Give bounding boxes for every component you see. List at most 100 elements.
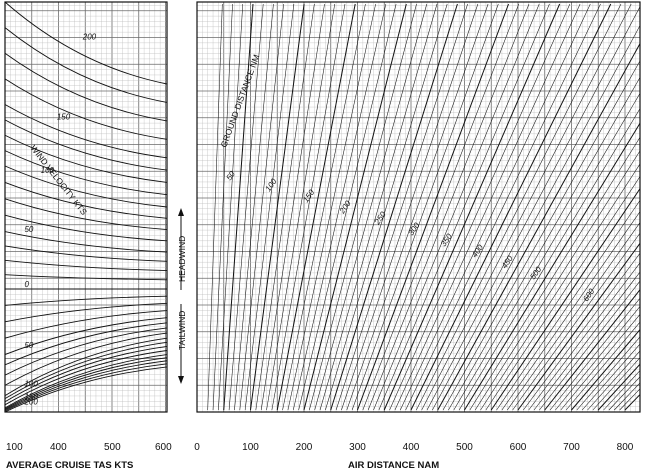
ground-distance-line: [389, 3, 571, 411]
left-x-tick: 600: [155, 442, 172, 453]
ground-distance-line: [581, 343, 641, 411]
ground-distance-line: [394, 3, 581, 411]
ground-distance-line: [271, 3, 346, 411]
ground-distance-line: [212, 3, 233, 411]
wind-velocity-curve: [4, 198, 168, 230]
ground-distance-line: [276, 3, 356, 411]
ground-distance-line: [330, 3, 458, 411]
ground-distance-line: [266, 3, 336, 411]
ground-distance-line: [341, 3, 479, 411]
right-x-tick: 500: [456, 442, 473, 453]
wind-velocity-curve: [4, 295, 168, 306]
wind-velocity-curve: [4, 1, 168, 85]
ground-distance-line: [255, 3, 315, 411]
ground-distance-line: [325, 3, 448, 411]
right-panel-frame: [196, 1, 641, 413]
ground-distance-label: 400: [470, 243, 485, 260]
ground-distance-line: [303, 3, 407, 411]
ground-distance-line: [549, 298, 641, 411]
ground-distance-line: [512, 232, 641, 411]
ground-distance-line: [207, 3, 223, 411]
wind-velocity-curve: [4, 181, 168, 219]
ground-distance-line: [362, 3, 520, 411]
ground-distance-line: [624, 394, 641, 411]
wind-velocity-curve: [4, 302, 168, 323]
ground-distance-line: [619, 388, 641, 411]
wind-velocity-curve: [4, 165, 168, 208]
ground-distance-line: [367, 3, 530, 411]
wind-velocity-curve: [4, 134, 168, 183]
wind-velocity-curve: [4, 360, 168, 411]
wind-velocity-label: 100: [24, 380, 38, 389]
wind-velocity-label: 50: [24, 341, 33, 350]
right-x-tick: 400: [403, 442, 420, 453]
ground-distance-line: [383, 3, 561, 411]
ground-distance-line: [239, 3, 284, 411]
ground-distance-line: [437, 43, 641, 411]
ground-distance-line: [405, 3, 601, 411]
wind-velocity-curve: [4, 231, 168, 253]
ground-distance-line: [507, 222, 641, 411]
ground-distance-line: [432, 25, 641, 411]
wind-velocity-curve: [4, 327, 168, 376]
ground-distance-line: [474, 150, 641, 411]
right-x-tick: 100: [242, 442, 259, 453]
wind-velocity-curve: [4, 357, 168, 410]
wind-velocity-label: 150: [24, 393, 38, 402]
ground-distance-line: [533, 271, 641, 411]
ground-distance-label: 200: [337, 199, 353, 216]
right-x-tick: 300: [349, 442, 366, 453]
ground-distance-line: [314, 3, 428, 411]
wind-velocity-curve: [4, 150, 168, 196]
ground-distance-line: [571, 329, 641, 411]
wind-velocity-curve: [4, 274, 168, 281]
ground-distance-line: [293, 3, 387, 411]
right-x-axis-title: AIR DISTANCE NAM: [348, 460, 439, 471]
ground-distance-line: [426, 6, 641, 411]
wind-direction-indicator: HEADWIND TAILWIND: [177, 208, 187, 384]
ground-distance-line: [378, 3, 550, 411]
ground-distance-line: [565, 321, 641, 411]
right-x-tick: 200: [296, 442, 313, 453]
left-x-tick: 100: [6, 442, 23, 453]
ground-distance-line: [528, 262, 641, 411]
wind-velocity-curve: [4, 337, 168, 396]
ground-distance-line: [544, 289, 641, 411]
left-x-tick: 400: [50, 442, 67, 453]
wind-velocity-label: 200: [82, 32, 97, 41]
ground-distance-line: [287, 3, 376, 411]
ground-distance-line: [490, 188, 641, 411]
ground-distance-line: [458, 108, 641, 411]
ground-distance-line: [223, 3, 254, 411]
wind-velocity-curve: [4, 350, 168, 406]
wind-velocity-curve: [4, 259, 168, 271]
ground-distance-line: [260, 3, 325, 411]
ground-distance-line: [228, 3, 264, 411]
wind-velocity-label: 0: [24, 280, 29, 289]
ground-distance-line: [523, 253, 641, 411]
wind-velocity-curve: [4, 317, 168, 356]
ground-distance-label: 350: [439, 232, 454, 249]
ground-distance-line: [496, 200, 641, 411]
ground-distance-line: [250, 3, 305, 411]
wind-velocity-curve: [4, 366, 168, 413]
right-x-tick: 700: [563, 442, 580, 453]
ground-distance-line: [400, 3, 591, 411]
ground-distance-line: [592, 357, 641, 411]
wind-velocity-curve: [4, 332, 168, 386]
wind-velocity-curve: [4, 104, 168, 159]
left-x-tick: 500: [104, 442, 121, 453]
ground-distance-line: [469, 137, 641, 411]
left-x-axis-title: AVERAGE CRUISE TAS KTS: [6, 460, 133, 471]
headwind-label: HEADWIND: [177, 236, 187, 282]
ground-distance-line: [485, 176, 641, 411]
ground-distance-line: [453, 93, 641, 411]
tailwind-label: TAILWIND: [177, 311, 187, 350]
right-x-tick-labels: 0 100 200 300 400 500 600 700 800: [194, 442, 634, 453]
ground-distance-line: [614, 382, 641, 411]
ground-distance-line: [373, 3, 540, 411]
ground-distance-line: [351, 3, 499, 411]
